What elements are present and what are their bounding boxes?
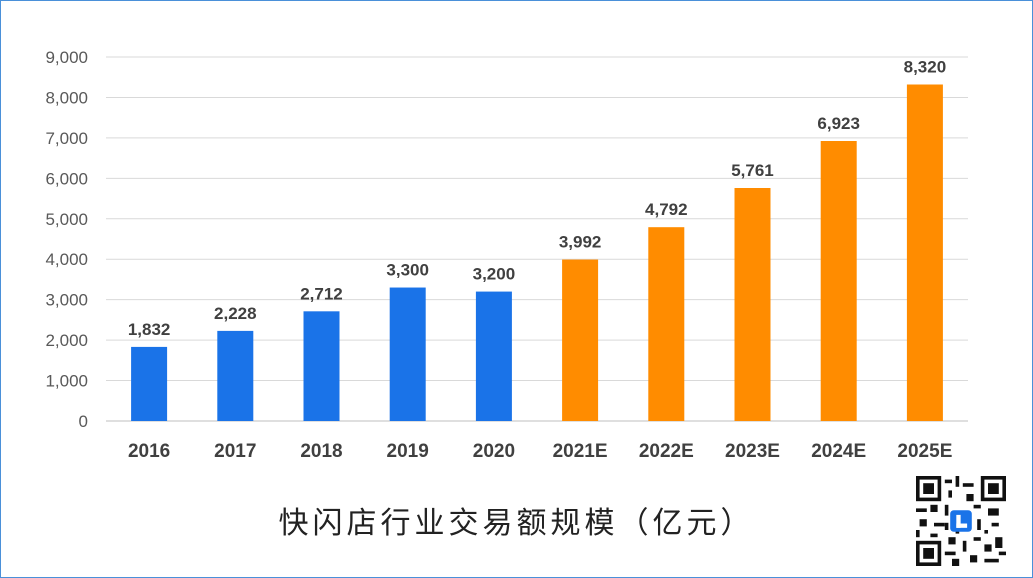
x-tick-label: 2023E xyxy=(725,441,780,462)
value-label: 3,992 xyxy=(559,233,602,252)
y-tick-label: 6,000 xyxy=(45,169,88,188)
x-tick-label: 2021E xyxy=(553,441,608,462)
y-tick-label: 3,000 xyxy=(45,291,88,310)
value-label: 3,300 xyxy=(386,261,429,280)
x-tick-label: 2025E xyxy=(897,441,952,462)
x-tick-label: 2016 xyxy=(128,441,170,462)
y-tick-label: 2,000 xyxy=(45,331,88,350)
qr-code-icon xyxy=(916,476,1006,566)
y-tick-label: 1,000 xyxy=(45,372,88,391)
bar-2021E xyxy=(562,259,599,421)
bar-2016 xyxy=(131,346,168,421)
value-label: 6,923 xyxy=(817,114,860,133)
bar-2024E xyxy=(820,141,857,421)
y-tick-label: 0 xyxy=(79,412,88,431)
x-axis-ticks: 2016 2017 2018 2019 2020 2021E 2022E 2023E 2024E… xyxy=(128,441,952,462)
bar-2020 xyxy=(475,291,512,421)
x-tick-label: 2022E xyxy=(639,441,694,462)
value-label: 2,228 xyxy=(214,304,257,323)
value-label: 4,792 xyxy=(645,200,688,219)
x-tick-label: 2024E xyxy=(811,441,866,462)
y-tick-label: 5,000 xyxy=(45,210,88,229)
y-tick-label: 8,000 xyxy=(45,88,88,107)
x-tick-label: 2019 xyxy=(387,441,429,462)
bars xyxy=(131,84,943,421)
x-tick-label: 2018 xyxy=(300,441,342,462)
bar-2017 xyxy=(217,330,254,421)
bar-2019 xyxy=(389,287,426,421)
bar-2022E xyxy=(648,227,685,421)
value-label: 1,832 xyxy=(128,320,171,339)
y-tick-label: 7,000 xyxy=(45,129,88,148)
value-label: 3,200 xyxy=(473,265,516,284)
y-tick-label: 9,000 xyxy=(45,48,88,67)
chart-title: 快闪店行业交易额规模（亿元） xyxy=(278,506,755,541)
y-tick-label: 4,000 xyxy=(45,250,88,269)
x-tick-label: 2017 xyxy=(214,441,256,462)
value-label: 5,761 xyxy=(731,161,774,180)
value-label: 8,320 xyxy=(904,58,947,77)
x-tick-label: 2020 xyxy=(473,441,515,462)
bar-2025E xyxy=(906,84,943,421)
y-axis-ticks: 0 1,000 2,000 3,000 4,000 5,000 6,000 7,000 8,00… xyxy=(45,48,88,431)
value-labels: 1,832 2,228 2,712 3,300 3,200 3,992 4,792 5,761… xyxy=(128,58,946,339)
bar-2023E xyxy=(734,187,771,421)
bar-2018 xyxy=(303,311,340,421)
value-label: 2,712 xyxy=(300,284,343,303)
